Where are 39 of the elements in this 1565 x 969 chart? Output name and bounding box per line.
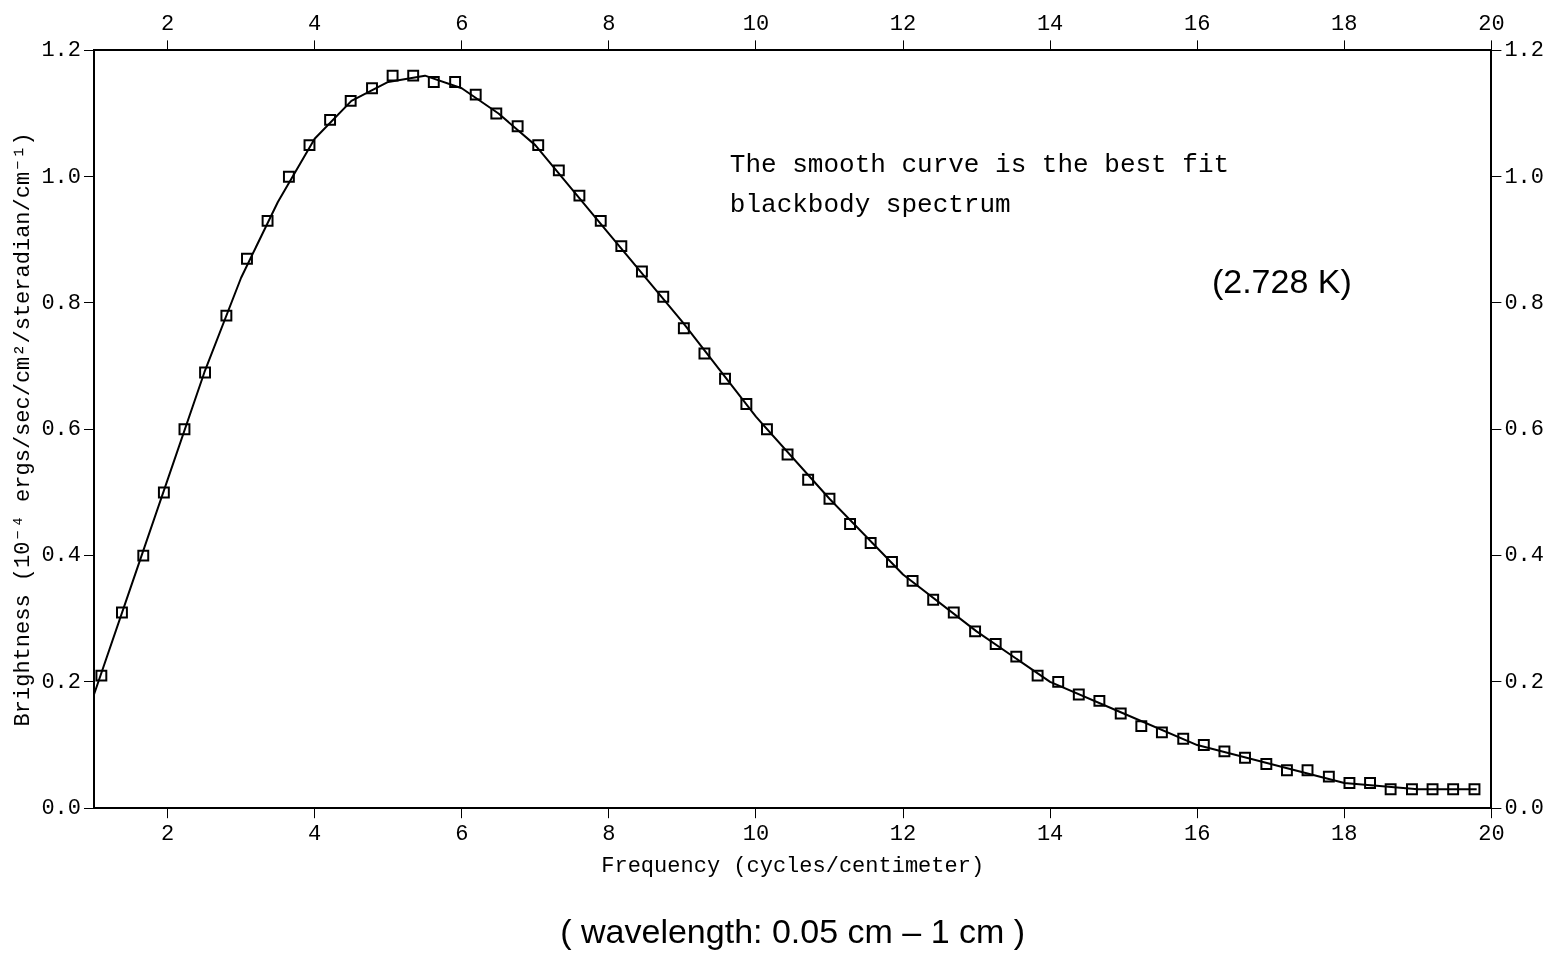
y2-tick-label: 0.2 [1504,669,1544,695]
x-tick-label: 12 [889,12,917,38]
y-tick-label: 0.8 [41,290,82,316]
x2-tick-label: 10 [742,822,770,848]
y-tick-label: 1.0 [41,164,82,190]
x2-tick-label: 2 [160,822,175,848]
x-tick-label: 4 [308,12,322,38]
x2-tick-label: 4 [308,822,322,848]
x2-tick-label: 18 [1331,822,1358,848]
x2-tick-label: 12 [889,822,917,848]
x2-tick-label: 16 [1184,822,1211,848]
x-axis-title: Frequency (cycles/centimeter) [601,853,985,879]
x-tick-label: 20 [1478,12,1505,38]
y-axis-title: Brightness (10⁻⁴ ergs/sec/cm²/steradian/cm⁻¹) [11,132,37,727]
x2-tick-label: 8 [602,822,616,848]
x-tick-label: 8 [602,12,616,38]
x-tick-label: 18 [1331,12,1358,38]
x2-tick-label: 20 [1478,822,1505,848]
text: ( wavelength: 0.05 cm – 1 cm ) [560,912,1026,950]
x-tick-label: 16 [1184,12,1211,38]
y-tick-label: 0.4 [41,543,82,569]
annotation: The smooth curve is the best fit blackbody spectrum [729,149,1230,220]
x2-tick-label: 14 [1036,822,1064,848]
y-tick-label: 0.6 [41,417,82,443]
y-tick-label: 0.0 [41,796,82,822]
y2-tick-label: 0.6 [1504,417,1544,443]
y2-tick-label: 1.0 [1504,164,1544,190]
y2-tick-label: 0.0 [1504,796,1544,822]
x-tick-label: 2 [160,12,175,38]
y2-tick-label: 0.8 [1504,290,1544,316]
x-tick-label: 10 [742,12,770,38]
y2-tick-label: 1.2 [1504,38,1544,64]
y2-tick-label: 0.4 [1504,543,1544,569]
y-tick-label: 1.2 [41,38,82,64]
annotation: (2.728 K) [1211,261,1352,300]
y-tick-label: 0.2 [41,669,82,695]
x2-tick-label: 6 [455,822,469,848]
x-tick-label: 6 [455,12,469,38]
x-tick-label: 14 [1036,12,1064,38]
